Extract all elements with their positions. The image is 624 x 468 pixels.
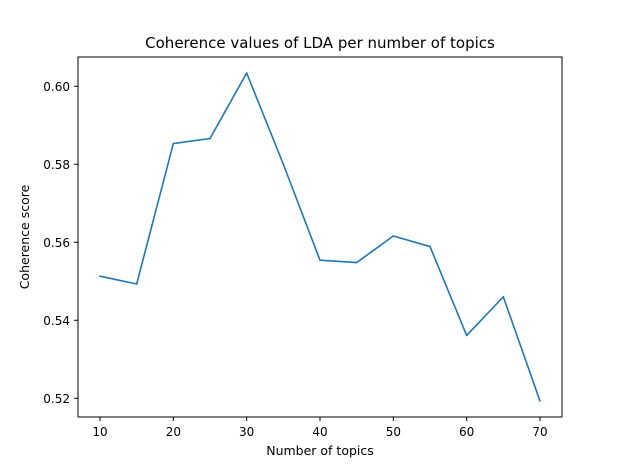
series-group: [99, 72, 541, 402]
data-point: [135, 283, 138, 285]
data-point: [465, 334, 468, 337]
y-axis-label: Coherence score: [17, 184, 32, 289]
x-tick-label: 70: [532, 425, 547, 439]
y-axis: 0.52 0.54 0.56 0.58 0.60: [43, 80, 78, 406]
x-tick-label: 50: [386, 425, 401, 439]
data-point: [539, 400, 541, 402]
data-point: [282, 163, 285, 166]
x-tick-label: 10: [92, 425, 107, 439]
y-tick-label: 0.56: [43, 236, 70, 250]
data-point: [319, 259, 321, 262]
x-tick-label: 40: [312, 425, 327, 439]
data-point: [245, 72, 248, 74]
data-point: [429, 245, 431, 248]
plot-frame: [77, 56, 563, 418]
x-tick-label: 60: [459, 425, 474, 439]
data-point: [392, 235, 395, 237]
y-tick-label: 0.58: [43, 158, 70, 172]
chart-title: Coherence values of LDA per number of to…: [145, 34, 495, 52]
data-point: [355, 261, 358, 264]
x-axis-label: Number of topics: [266, 443, 374, 458]
data-point: [99, 275, 101, 277]
data-point: [172, 142, 175, 145]
series-line: [99, 72, 541, 402]
data-point: [209, 137, 211, 140]
x-tick-label: 20: [166, 425, 181, 439]
x-axis: 10 20 30 40 50 60 70: [92, 417, 548, 439]
data-point: [502, 296, 505, 298]
y-tick-label: 0.52: [43, 392, 70, 406]
x-tick-label: 30: [239, 425, 254, 439]
y-tick-label: 0.60: [43, 80, 70, 94]
y-tick-label: 0.54: [43, 314, 70, 328]
